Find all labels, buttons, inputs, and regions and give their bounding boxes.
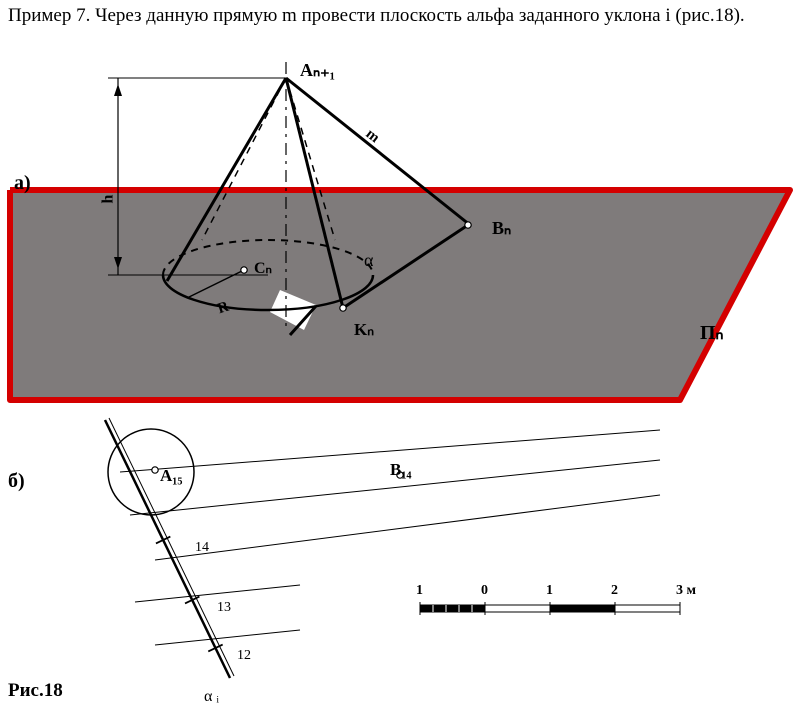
label-h: h [99,195,117,204]
label-alpha: α [364,250,373,271]
label-Cn: Cₙ [254,258,272,278]
label-Kn: Kₙ [354,320,374,340]
label-alpha-i: α ᵢ [204,688,219,706]
label-B14: B₁₄ [390,460,412,480]
scale-tick-2: 1 [546,583,553,599]
diagram-svg [0,0,801,709]
scale-tick-1: 0 [481,583,488,599]
scale-tick-4: 3 м [676,583,696,599]
label-a: а) [14,172,31,195]
tick-12: 12 [237,648,251,664]
label-An1: Aₙ₊₁ [300,60,335,81]
label-b: б) [8,470,25,493]
label-A15: A₁₅ [160,466,182,486]
scale-tick-3: 2 [611,583,618,599]
tick-14: 14 [195,540,209,556]
tick-13: 13 [217,600,231,616]
scale-tick-0: 1 [416,583,423,599]
label-Pn: Пₙ [700,320,724,345]
label-Bn: Bₙ [492,218,511,239]
